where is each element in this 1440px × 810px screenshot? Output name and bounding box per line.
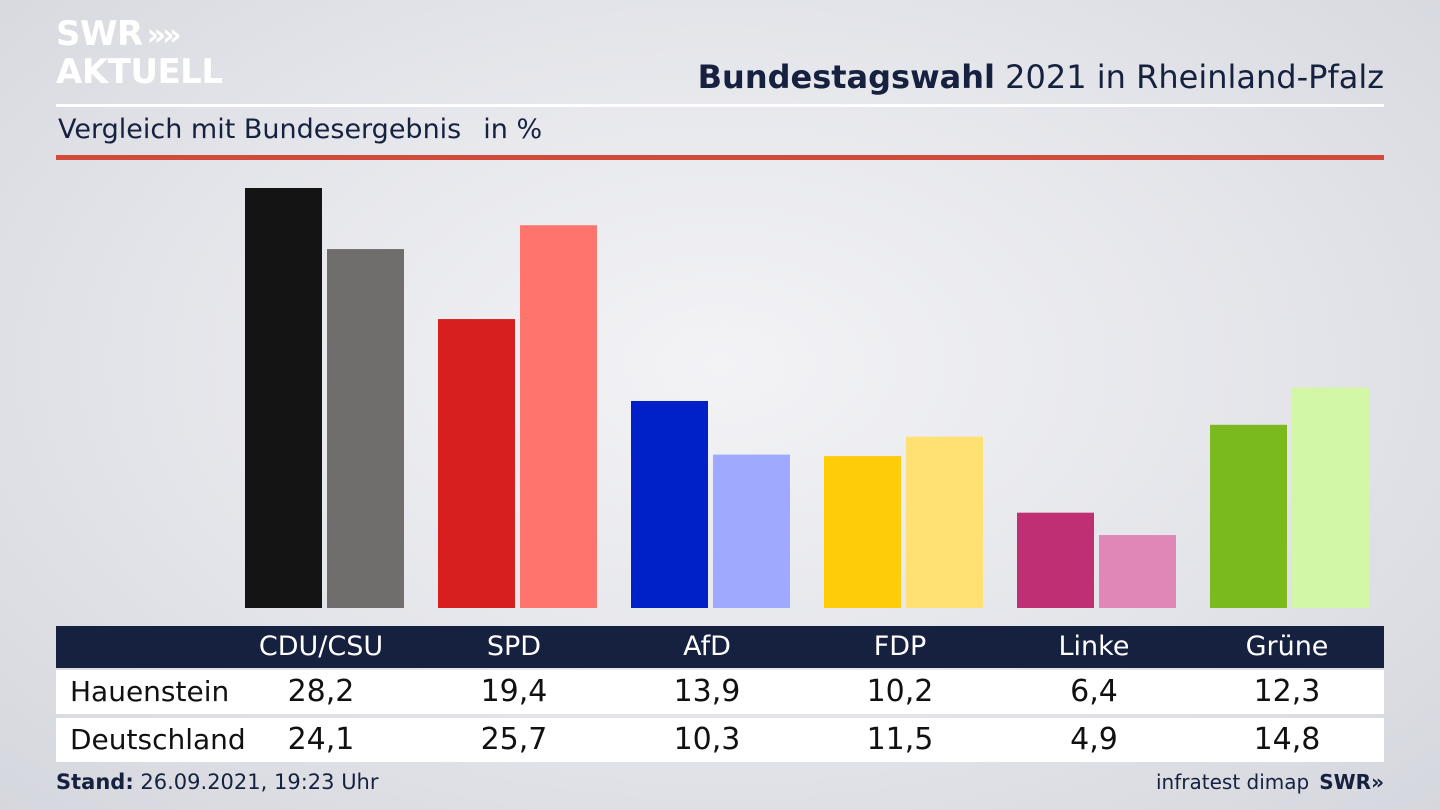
table-cell: 10,2 [866,674,934,709]
header-gruene: Grüne [1245,631,1329,662]
table-row-hauenstein: Hauenstein 28,2 19,4 13,9 10,2 6,4 12,3 [56,670,1384,714]
swr-brand-logo: SWR» [1319,770,1384,794]
logo-aktuell: AKTUELL [56,52,223,92]
header-spd: SPD [486,631,542,662]
table-cell: 4,9 [1070,722,1118,757]
bar-linke-hauenstein [1017,512,1094,608]
subtitle-unit: in % [483,114,543,145]
subtitle-divider [56,155,1384,160]
table-cell: 14,8 [1253,722,1321,757]
table-header: CDU/CSU SPD AfD FDP Linke Grüne [56,626,1384,668]
table-row-deutschland: Deutschland 24,1 25,7 10,3 11,5 4,9 14,8 [56,718,1384,762]
chart-subtitle: Vergleich mit Bundesergebnis in % [58,114,542,145]
logo-swr: SWR»» [56,14,182,54]
title-rest: 2021 in Rheinland-Pfalz [1005,58,1384,96]
table-cell: 12,3 [1253,674,1321,709]
bar-fdp-hauenstein [824,456,901,608]
header-cdu-csu: CDU/CSU [258,631,384,662]
bar-linke-deutschland [1099,535,1176,608]
results-table: CDU/CSU SPD AfD FDP Linke Grüne Hauenste… [56,626,1384,762]
source-label: infratest dimap [1156,770,1310,794]
row-label: Hauenstein [70,675,230,708]
bar-cdu-csu-deutschland [327,249,404,608]
row-label: Deutschland [70,723,246,756]
header-linke: Linke [1058,631,1130,662]
bar-spd-deutschland [520,225,597,608]
subtitle-text: Vergleich mit Bundesergebnis [58,114,462,145]
title-divider [56,104,1384,107]
table-cell: 19,4 [480,674,548,709]
bar-spd-hauenstein [438,319,515,608]
swr-aktuell-logo: SWR»» AKTUELL [56,16,236,92]
stand-label: Stand: [56,770,134,794]
table-cell: 11,5 [866,722,934,757]
bar-gr-ne-hauenstein [1210,424,1287,608]
table-cell: 10,3 [673,722,741,757]
table-cell: 25,7 [480,722,548,757]
title-bold: Bundestagswahl [697,58,995,96]
source-credit: infratest dimap SWR» [1156,770,1384,794]
bar-gr-ne-deutschland [1292,387,1369,608]
table-cell: 28,2 [287,674,355,709]
page-title: Bundestagswahl 2021 in Rheinland-Pfalz [698,58,1384,96]
table-cell: 24,1 [287,722,355,757]
header-fdp: FDP [873,631,927,662]
bar-fdp-deutschland [906,436,983,608]
header-afd: AfD [683,631,731,662]
bar-afd-deutschland [713,454,790,608]
timestamp: Stand: 26.09.2021, 19:23 Uhr [56,770,379,794]
table-cell: 13,9 [673,674,741,709]
bar-cdu-csu-hauenstein [245,188,322,608]
table-cell: 6,4 [1070,674,1118,709]
stand-value: 26.09.2021, 19:23 Uhr [140,770,379,794]
bar-afd-hauenstein [631,400,708,608]
